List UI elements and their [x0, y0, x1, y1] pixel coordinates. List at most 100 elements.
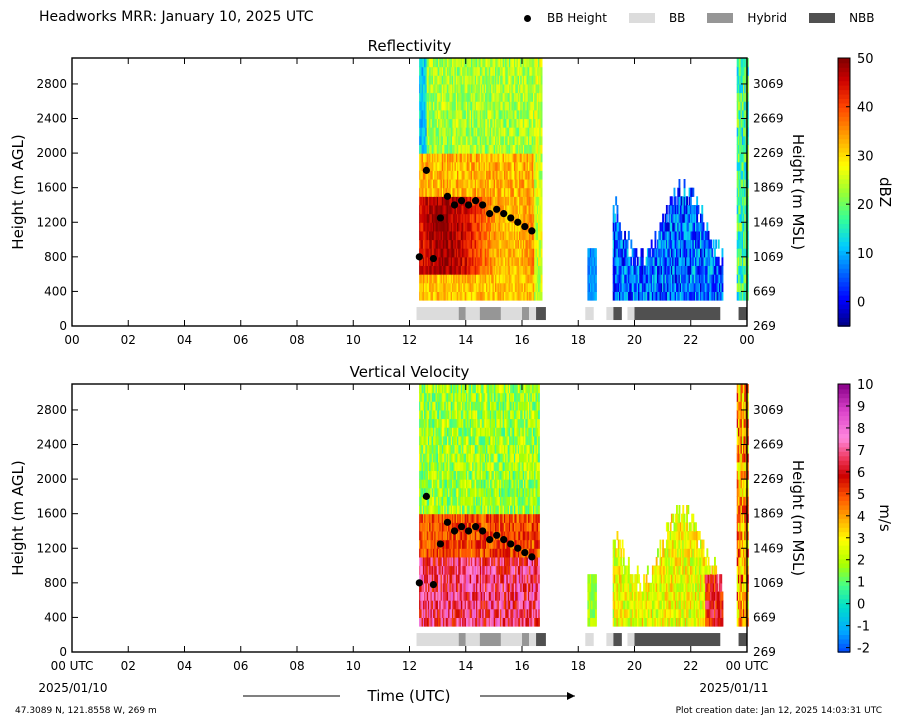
heatmap-cell: [452, 265, 454, 275]
heatmap-cell: [464, 591, 467, 601]
heatmap-cell: [644, 282, 647, 292]
heatmap-cell: [511, 109, 514, 120]
heatmap-cell: [436, 591, 439, 601]
heatmap-cell: [435, 522, 438, 532]
heatmap-cell: [477, 135, 480, 145]
heatmap-cell: [535, 83, 538, 94]
heatmap-cell: [462, 230, 464, 241]
heatmap-cell: [497, 109, 500, 120]
heatmap-cell: [493, 118, 496, 128]
heatmap-cell: [705, 274, 707, 284]
heatmap-cell: [458, 291, 461, 301]
heatmap-cell: [587, 274, 590, 284]
heatmap-cell: [525, 75, 528, 85]
heatmap-cell: [483, 83, 486, 94]
heatmap-cell: [665, 205, 668, 215]
heatmap-cell: [622, 248, 625, 258]
heatmap-cell: [454, 556, 457, 567]
heatmap-cell: [419, 505, 421, 515]
heatmap-cell: [717, 274, 720, 284]
heatmap-cell: [483, 265, 486, 275]
heatmap-cell: [520, 58, 523, 68]
heatmap-cell: [741, 58, 744, 68]
heatmap-cell: [648, 256, 650, 266]
heatmap-cell: [434, 205, 437, 215]
heatmap-cell: [465, 144, 468, 154]
heatmap-cell: [433, 222, 435, 232]
heatmap-cell: [696, 256, 699, 266]
heatmap-cell: [462, 556, 464, 567]
heatmap-cell: [426, 213, 429, 223]
heatmap-cell: [463, 187, 466, 197]
heatmap-cell: [468, 66, 471, 76]
heatmap-cell: [670, 230, 673, 241]
x-tick-label: 00: [64, 333, 79, 347]
heatmap-cell: [420, 205, 423, 215]
heatmap-cell: [426, 487, 429, 497]
heatmap-cell: [744, 213, 747, 223]
heatmap-cell: [629, 282, 632, 292]
heatmap-cell: [483, 153, 486, 163]
heatmap-cell: [535, 75, 538, 85]
heatmap-cell: [450, 487, 453, 497]
heatmap-cell: [459, 92, 462, 102]
heatmap-cell: [469, 248, 472, 258]
heatmap-cell: [681, 239, 683, 249]
heatmap-cell: [469, 230, 472, 241]
heatmap-cell: [655, 274, 658, 284]
heatmap-cell: [500, 213, 502, 223]
heatmap-cell: [507, 265, 510, 275]
heatmap-cell: [525, 196, 528, 206]
heatmap-cell: [478, 239, 481, 249]
heatmap-cell: [739, 58, 742, 68]
heatmap-cell: [502, 118, 505, 128]
heatmap-cell: [429, 66, 432, 76]
heatmap-cell: [453, 83, 456, 94]
heatmap-cell: [510, 66, 513, 76]
heatmap-cell: [516, 170, 519, 180]
heatmap-cell: [498, 187, 501, 197]
heatmap-cell: [687, 265, 690, 275]
heatmap-cell: [526, 170, 529, 180]
heatmap-cell: [648, 248, 650, 258]
heatmap-cell: [620, 274, 623, 284]
heatmap-cell: [484, 248, 487, 258]
heatmap-cell: [636, 291, 639, 301]
heatmap-cell: [465, 187, 468, 197]
heatmap-cell: [438, 179, 440, 189]
heatmap-cell: [519, 101, 521, 111]
heatmap-cell: [441, 92, 444, 102]
heatmap-cell: [430, 161, 433, 171]
heatmap-cell: [460, 470, 463, 480]
heatmap-cell: [455, 539, 458, 549]
heatmap-cell: [434, 109, 437, 120]
colorbar-segment: [838, 303, 850, 309]
heatmap-cell: [522, 291, 525, 301]
heatmap-cell: [689, 230, 692, 241]
heatmap-cell: [465, 608, 468, 618]
heatmap-cell: [521, 265, 524, 275]
heatmap-cell: [534, 161, 537, 171]
heatmap-cell: [512, 248, 515, 258]
heatmap-cell: [484, 179, 487, 189]
heatmap-cell: [493, 127, 496, 137]
heatmap-cell: [444, 600, 447, 610]
heatmap-cell: [439, 435, 442, 446]
heatmap-cell: [465, 205, 468, 215]
heatmap-cell: [462, 127, 464, 137]
heatmap-cell: [424, 230, 426, 241]
heatmap-cell: [484, 256, 487, 266]
heatmap-cell: [460, 384, 463, 394]
heatmap-cell: [612, 230, 615, 241]
heatmap-cell: [489, 101, 492, 111]
heatmap-cell: [435, 101, 438, 111]
heatmap-cell: [452, 205, 454, 215]
heatmap-cell: [503, 101, 506, 111]
heatmap-cell: [425, 479, 428, 489]
heatmap-cell: [448, 282, 451, 292]
heatmap-cell: [445, 239, 448, 249]
heatmap-cell: [710, 274, 713, 284]
heatmap-cell: [458, 608, 461, 618]
heatmap-cell: [443, 161, 445, 171]
heatmap-cell: [477, 282, 480, 292]
